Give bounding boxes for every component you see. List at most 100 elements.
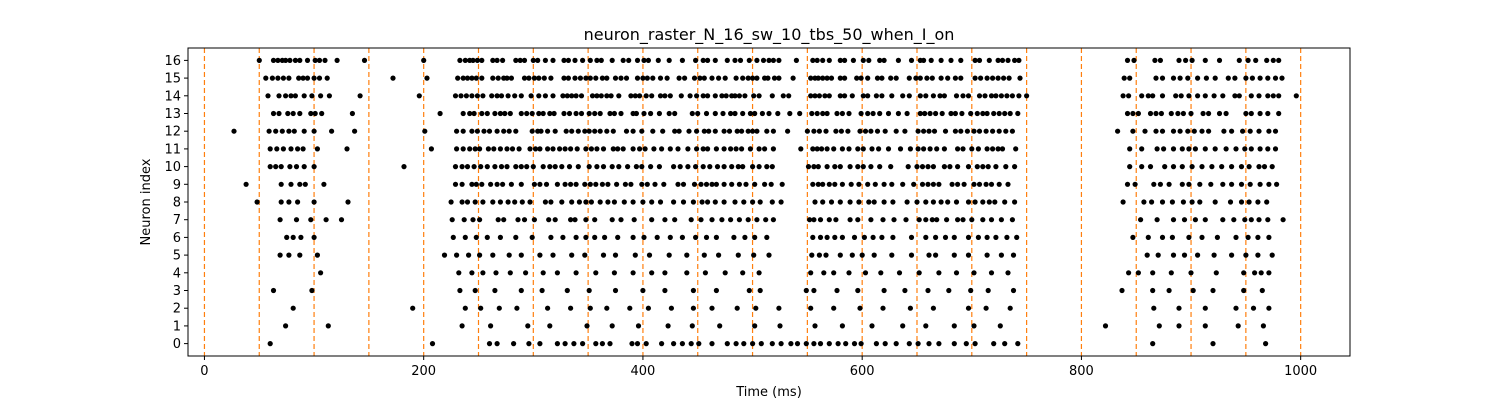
spike-point [949, 181, 955, 187]
spike-point [926, 341, 932, 347]
spike-point [607, 341, 613, 347]
spike-point [592, 128, 598, 134]
spike-point [1009, 217, 1016, 223]
spike-point [684, 270, 690, 276]
spike-point [709, 181, 715, 187]
spike-point [286, 75, 292, 81]
spike-point [837, 199, 843, 205]
spike-point [857, 305, 863, 311]
spike-point [540, 164, 546, 170]
spike-point [472, 199, 478, 205]
spike-point [965, 305, 972, 311]
spike-point [811, 217, 817, 223]
spike-point [657, 93, 664, 99]
spike-point [437, 110, 443, 117]
spike-point [671, 164, 677, 170]
spike-point [820, 110, 826, 117]
spike-point [885, 110, 892, 117]
spike-point [611, 270, 618, 276]
spike-point [921, 128, 927, 134]
spike-point [648, 164, 654, 170]
spike-point [671, 199, 677, 205]
spike-point [494, 341, 500, 347]
spike-point [828, 199, 835, 205]
spike-point [845, 128, 851, 134]
spike-point [263, 75, 269, 81]
spike-point [881, 57, 887, 64]
spike-point [777, 323, 783, 329]
spike-point [1169, 234, 1175, 240]
spike-point [952, 75, 959, 81]
spike-point [506, 128, 512, 134]
spike-point [611, 199, 618, 205]
spike-point [507, 270, 513, 276]
spike-point [865, 93, 871, 99]
spike-point [1169, 199, 1175, 205]
spike-point [1004, 93, 1010, 99]
spike-point [488, 323, 494, 329]
spike-point [292, 57, 298, 64]
spike-point [778, 199, 784, 205]
spike-point [1130, 110, 1136, 117]
spike-point [809, 252, 815, 258]
spike-point [911, 181, 917, 187]
spike-point [743, 181, 749, 187]
spike-point [831, 305, 837, 311]
spike-point [1161, 146, 1167, 152]
spike-point [1119, 287, 1125, 294]
spike-point [688, 217, 694, 223]
spike-point [881, 287, 887, 294]
spike-point [724, 341, 730, 347]
spike-point [751, 252, 757, 258]
spike-point [530, 164, 536, 170]
spike-point [569, 128, 575, 134]
spike-point [518, 181, 524, 187]
spike-point [620, 57, 626, 64]
spike-point [454, 252, 460, 258]
spike-point [621, 199, 627, 205]
spike-point [540, 270, 546, 276]
spike-point [969, 217, 975, 223]
spike-point [630, 128, 636, 134]
spike-point [537, 181, 543, 187]
spike-point [267, 164, 273, 170]
spike-point [1197, 199, 1203, 205]
spike-point [301, 164, 307, 170]
spike-point [980, 217, 986, 223]
spike-point [689, 110, 695, 117]
y-tick-label: 0 [173, 337, 181, 352]
spike-point [448, 199, 454, 205]
spike-point [1015, 341, 1021, 347]
spike-point [490, 75, 496, 81]
spike-point [630, 270, 636, 276]
spike-point [287, 164, 293, 170]
spike-point [1253, 57, 1259, 64]
spike-point [563, 128, 569, 134]
spike-point [821, 270, 827, 276]
spike-point [703, 234, 710, 240]
spike-point [766, 110, 772, 117]
spike-point [933, 252, 939, 258]
spike-point [324, 75, 330, 81]
spike-point [665, 323, 671, 329]
spike-point [537, 341, 543, 347]
spike-point [985, 287, 991, 294]
spike-point [469, 270, 475, 276]
spike-point [986, 57, 992, 64]
spike-point [1168, 270, 1174, 276]
spike-point [1232, 75, 1238, 81]
spike-point [630, 234, 636, 240]
spike-point [1002, 199, 1008, 205]
spike-point [506, 252, 512, 258]
spike-point [891, 217, 897, 223]
spike-point [814, 57, 820, 64]
spike-point [1202, 323, 1208, 329]
spike-point [1257, 181, 1263, 187]
spike-point [473, 181, 479, 187]
spike-point [472, 287, 478, 294]
spike-point [983, 181, 989, 187]
spike-point [491, 146, 497, 152]
spike-point [1166, 181, 1172, 187]
spike-point [1211, 93, 1217, 99]
spike-point [562, 341, 568, 347]
